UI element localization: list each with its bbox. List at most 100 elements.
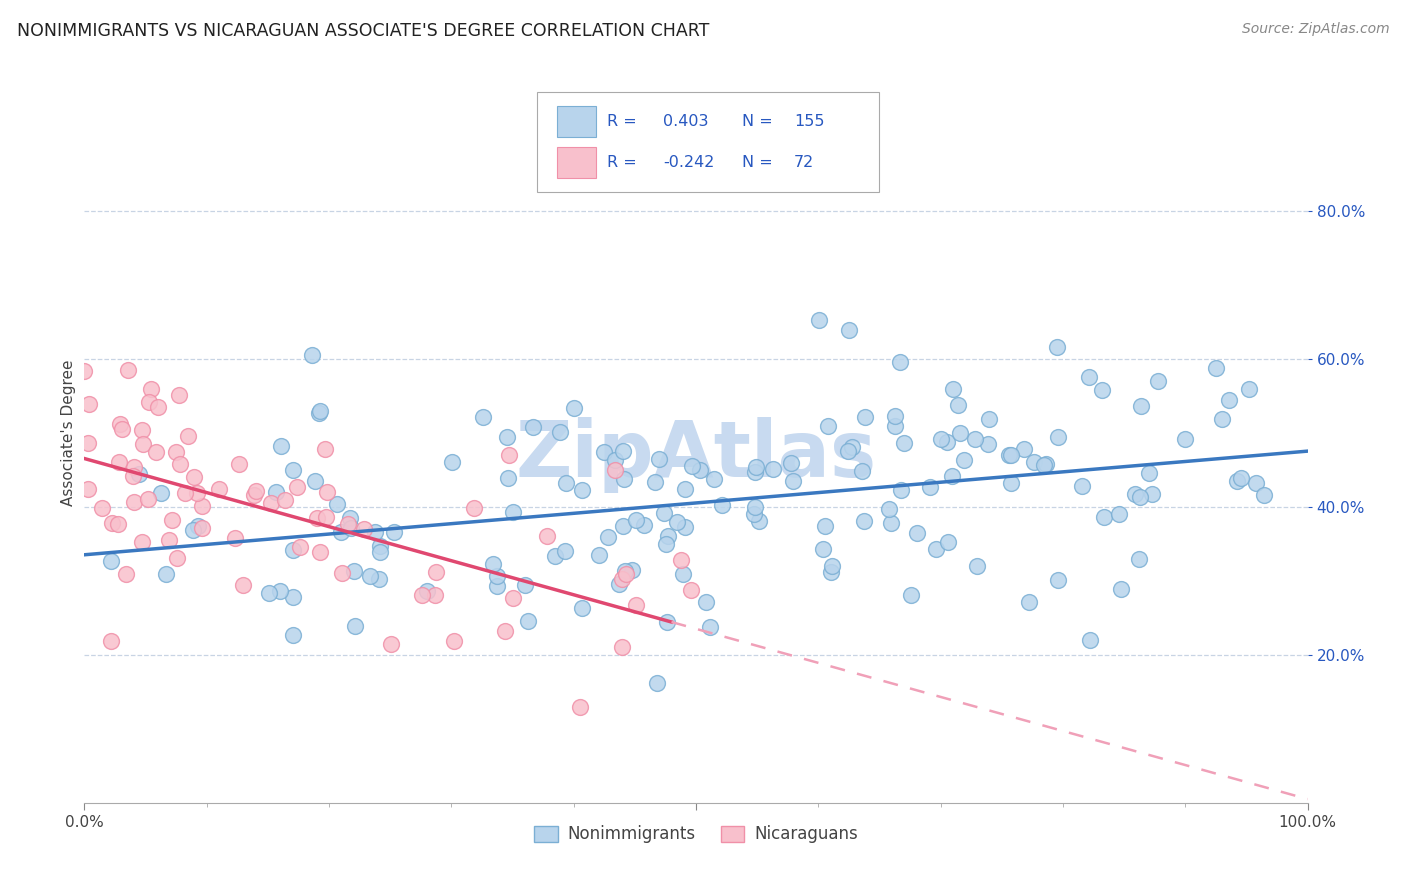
- Point: [502, 591, 524, 605]
- Point: [187, 518, 209, 533]
- Point: [593, 445, 616, 459]
- Point: [257, 585, 280, 599]
- Point: [571, 601, 593, 615]
- Text: R =: R =: [606, 114, 637, 129]
- Legend: Nonimmigrants, Nicaraguans: Nonimmigrants, Nicaraguans: [527, 819, 865, 850]
- Point: [425, 566, 447, 580]
- Point: [243, 488, 266, 502]
- Point: [569, 700, 592, 714]
- Point: [149, 485, 172, 500]
- Point: [155, 567, 177, 582]
- Point: [562, 401, 585, 416]
- Point: [893, 435, 915, 450]
- Text: N =: N =: [742, 155, 773, 169]
- Point: [1146, 374, 1168, 388]
- Point: [966, 559, 988, 574]
- Point: [380, 637, 402, 651]
- Point: [416, 584, 439, 599]
- Point: [260, 496, 283, 510]
- Point: [877, 501, 900, 516]
- Point: [1137, 466, 1160, 480]
- Point: [160, 513, 183, 527]
- Point: [191, 499, 214, 513]
- Point: [1108, 508, 1130, 522]
- Point: [281, 463, 304, 477]
- Point: [1218, 392, 1240, 407]
- Point: [1033, 458, 1056, 473]
- Point: [544, 549, 567, 563]
- Point: [814, 519, 837, 533]
- Point: [880, 516, 903, 531]
- Point: [1071, 479, 1094, 493]
- Point: [339, 511, 361, 525]
- Point: [952, 452, 974, 467]
- Point: [689, 462, 711, 476]
- Point: [1253, 488, 1275, 502]
- Point: [269, 583, 291, 598]
- Point: [315, 509, 337, 524]
- Point: [681, 458, 703, 473]
- Point: [744, 465, 766, 479]
- Point: [905, 525, 928, 540]
- Point: [949, 425, 972, 440]
- Point: [762, 462, 785, 476]
- Point: [1237, 382, 1260, 396]
- FancyBboxPatch shape: [557, 147, 596, 178]
- Point: [122, 495, 145, 509]
- Point: [283, 591, 305, 605]
- Point: [169, 457, 191, 471]
- Point: [977, 437, 1000, 451]
- Text: 72: 72: [794, 155, 814, 169]
- Point: [652, 507, 675, 521]
- Y-axis label: Associate's Degree: Associate's Degree: [60, 359, 76, 506]
- Point: [166, 551, 188, 566]
- Point: [936, 534, 959, 549]
- Point: [924, 542, 946, 557]
- Point: [889, 354, 911, 368]
- Point: [681, 583, 703, 598]
- Point: [613, 472, 636, 486]
- Point: [1092, 510, 1115, 524]
- Point: [124, 460, 146, 475]
- Point: [245, 484, 267, 499]
- Point: [603, 463, 626, 477]
- FancyBboxPatch shape: [557, 106, 596, 137]
- Text: R =: R =: [606, 155, 637, 169]
- Point: [471, 409, 494, 424]
- FancyBboxPatch shape: [537, 92, 880, 192]
- Point: [330, 525, 353, 540]
- Point: [100, 633, 122, 648]
- Point: [1128, 552, 1150, 566]
- Point: [301, 348, 323, 362]
- Point: [884, 409, 907, 423]
- Point: [496, 429, 519, 443]
- Point: [744, 500, 766, 514]
- Point: [77, 483, 100, 497]
- Point: [485, 579, 508, 593]
- Point: [612, 572, 634, 586]
- Point: [536, 529, 558, 543]
- Point: [607, 577, 630, 591]
- Point: [554, 544, 576, 558]
- Point: [1205, 361, 1227, 376]
- Point: [1012, 442, 1035, 457]
- Point: [186, 486, 208, 500]
- Point: [146, 400, 169, 414]
- Point: [929, 433, 952, 447]
- Point: [122, 468, 145, 483]
- Text: Source: ZipAtlas.com: Source: ZipAtlas.com: [1241, 22, 1389, 37]
- Point: [648, 451, 671, 466]
- Point: [131, 423, 153, 437]
- Point: [1211, 412, 1233, 426]
- Point: [610, 640, 633, 654]
- Point: [588, 548, 610, 562]
- Point: [624, 513, 647, 527]
- Point: [157, 533, 180, 547]
- Point: [946, 398, 969, 412]
- Point: [1174, 432, 1197, 446]
- Point: [977, 412, 1000, 426]
- Point: [665, 515, 688, 529]
- Point: [100, 554, 122, 568]
- Point: [1024, 454, 1046, 468]
- Point: [515, 578, 537, 592]
